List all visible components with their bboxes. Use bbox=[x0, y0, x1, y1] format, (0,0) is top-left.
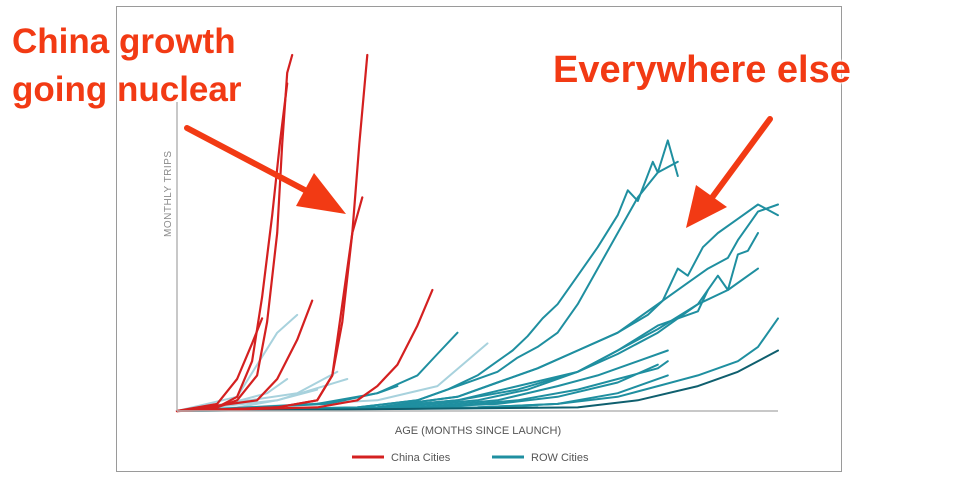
annotation-china-line2: going nuclear bbox=[12, 70, 242, 109]
row-city-line-22 bbox=[176, 313, 299, 412]
row-city-line-9 bbox=[176, 139, 679, 412]
legend-label-china: China Cities bbox=[391, 452, 451, 464]
china-city-line-1 bbox=[175, 82, 289, 413]
annotation-china-line1: China growth bbox=[12, 22, 236, 61]
annotation-everywhere-else: Everywhere else bbox=[553, 49, 851, 91]
x-axis-label: AGE (MONTHS SINCE LAUNCH) bbox=[395, 425, 561, 437]
china-city-line-2 bbox=[175, 317, 264, 413]
china-city-line-6 bbox=[175, 288, 434, 413]
china-city-line-3 bbox=[175, 299, 314, 413]
series-layer bbox=[175, 53, 779, 413]
row-city-line-15 bbox=[176, 289, 709, 412]
row-city-line-12 bbox=[176, 203, 779, 412]
legend: China Cities ROW Cities bbox=[352, 452, 589, 464]
legend-label-row: ROW Cities bbox=[531, 452, 589, 464]
row-city-line-28 bbox=[176, 349, 779, 412]
row-city-line-10 bbox=[176, 160, 679, 412]
chart-frame: MONTHLY TRIPS AGE (MONTHS SINCE LAUNCH) … bbox=[116, 6, 842, 472]
row-city-line-11 bbox=[176, 203, 779, 412]
annotation-china: China growth going nuclear bbox=[12, 18, 241, 114]
line-chart: MONTHLY TRIPS AGE (MONTHS SINCE LAUNCH) … bbox=[163, 53, 779, 464]
y-axis-label: MONTHLY TRIPS bbox=[163, 150, 174, 237]
